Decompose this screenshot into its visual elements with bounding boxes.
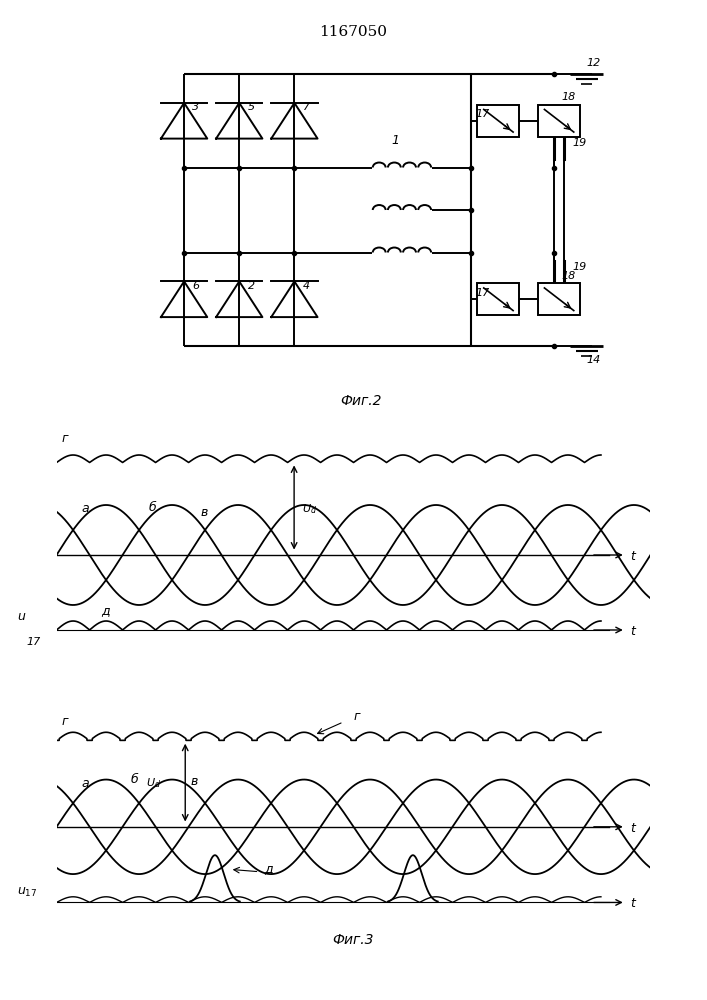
Text: 17: 17 (475, 109, 489, 119)
Text: 17: 17 (27, 637, 41, 647)
Text: t: t (631, 897, 636, 910)
Text: в: в (200, 506, 207, 519)
Text: а: а (81, 777, 89, 790)
Text: t: t (631, 625, 636, 638)
Text: Фиг.2: Фиг.2 (340, 394, 381, 408)
Text: д: д (101, 604, 110, 617)
Text: 1167050: 1167050 (320, 25, 387, 39)
Text: б: б (131, 773, 139, 786)
Bar (538, 283, 580, 315)
Text: 4: 4 (303, 281, 310, 291)
Text: t: t (631, 550, 636, 563)
Text: 7: 7 (303, 102, 310, 112)
Text: $U_d$: $U_d$ (146, 777, 160, 790)
Text: 18: 18 (562, 92, 576, 102)
Text: $u_{17}$: $u_{17}$ (17, 886, 37, 899)
Text: г: г (62, 432, 68, 446)
Text: 14: 14 (587, 355, 601, 365)
Text: u: u (17, 610, 25, 623)
Text: а: а (81, 502, 89, 516)
Text: д: д (264, 862, 273, 875)
Text: г: г (354, 710, 360, 723)
Text: 18: 18 (562, 271, 576, 281)
Text: 17: 17 (475, 288, 489, 298)
Text: в: в (190, 775, 197, 788)
Text: 3: 3 (192, 102, 199, 112)
Text: 6: 6 (192, 281, 199, 291)
Text: 19: 19 (573, 261, 587, 271)
Text: $U_d$: $U_d$ (301, 502, 317, 516)
Text: г: г (62, 715, 68, 728)
Text: t: t (631, 822, 636, 835)
Text: 1: 1 (391, 134, 399, 147)
Text: б: б (148, 501, 156, 514)
Text: 12: 12 (587, 57, 601, 68)
Bar (477, 283, 520, 315)
Text: 2: 2 (247, 281, 255, 291)
Bar (538, 105, 580, 137)
Text: Фиг.3: Фиг.3 (333, 933, 374, 947)
Bar (477, 105, 520, 137)
Text: 19: 19 (573, 138, 587, 148)
Text: 5: 5 (247, 102, 255, 112)
